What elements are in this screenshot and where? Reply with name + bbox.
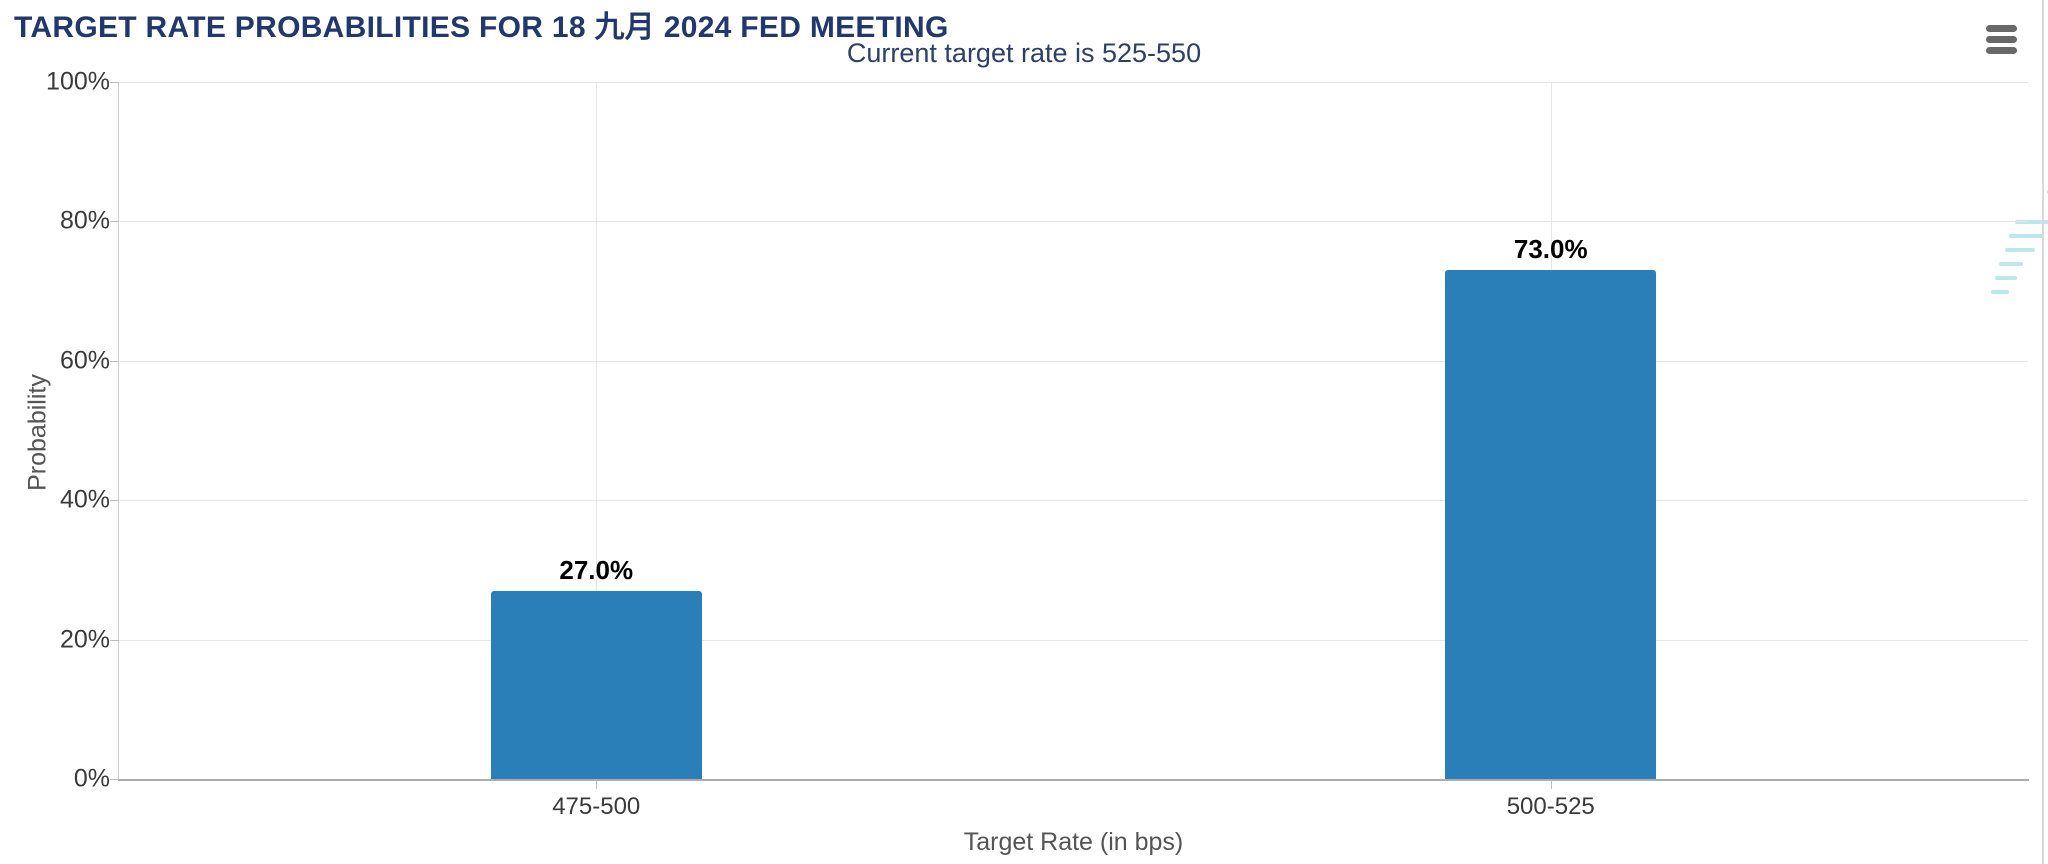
bar-value-label: 27.0%	[559, 554, 634, 585]
y-gridline	[119, 82, 2028, 83]
y-gridline	[119, 360, 2028, 362]
bar-500-525[interactable]	[1445, 270, 1657, 779]
chart-title: TARGET RATE PROBABILITIES FOR 18 九月 2024…	[14, 11, 949, 44]
x-tick-mark	[596, 780, 598, 789]
watermark-speedlines-icon	[1991, 190, 2048, 294]
chart-menu-button[interactable]	[1984, 20, 2020, 54]
y-axis-line	[118, 82, 119, 779]
x-gridline	[596, 82, 598, 779]
bar-value-label: 73.0%	[1513, 234, 1588, 265]
y-tick-mark	[110, 639, 119, 641]
y-tick-mark	[110, 779, 119, 780]
y-tick-label: 60%	[59, 346, 110, 375]
y-tick-label: 0%	[73, 764, 110, 793]
y-tick-label: 100%	[46, 67, 110, 96]
x-tick-mark	[1550, 780, 1552, 789]
y-tick-label: 40%	[59, 485, 110, 514]
x-axis-title: Target Rate (in bps)	[963, 828, 1184, 856]
y-tick-mark	[110, 360, 119, 362]
y-gridline	[119, 500, 2028, 502]
x-category-label: 475-500	[552, 793, 641, 820]
hamburger-icon	[1984, 24, 2020, 54]
y-tick-mark	[110, 221, 119, 223]
bar-475-500[interactable]	[490, 590, 702, 779]
y-tick-label: 20%	[59, 625, 110, 654]
chart-subtitle: Current target rate is 525-550	[846, 38, 1202, 68]
x-category-label: 500-525	[1506, 793, 1595, 820]
y-tick-mark	[110, 500, 119, 502]
y-tick-label: 80%	[59, 206, 110, 235]
x-axis-line	[118, 779, 2029, 781]
y-gridline	[119, 639, 2028, 641]
y-gridline	[119, 221, 2028, 223]
plot-area: Q 27.0%73.0%	[118, 82, 2048, 781]
y-tick-mark	[110, 82, 119, 83]
panel-right-border	[2042, 0, 2044, 864]
